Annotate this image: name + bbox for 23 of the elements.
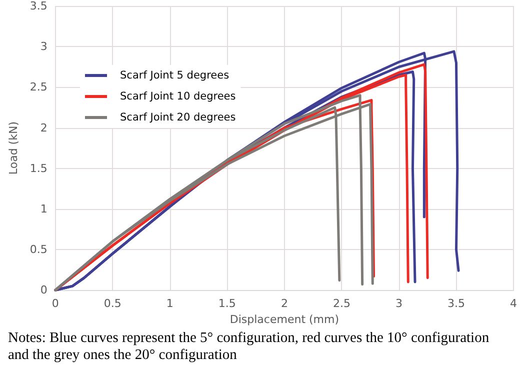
y-axis-title: Load (kN) [7, 122, 20, 175]
y-tick-label: 3 [40, 40, 48, 54]
x-tick-label: 2 [280, 297, 288, 310]
y-tick-label: 0 [40, 284, 48, 297]
legend-label: Scarf Joint 10 degrees [120, 90, 236, 102]
legend-label: Scarf Joint 5 degrees [120, 70, 230, 82]
x-tick-label: 3 [395, 297, 402, 310]
y-tick-label: 2.5 [30, 80, 48, 94]
x-axis-title: Displacement (mm) [230, 313, 340, 326]
x-tick-label: 4 [510, 297, 517, 310]
text: Notes: Blue curves represent the 5° configuration, red curves the 10° configuration and the grey ones the 20° configuration [8, 330, 490, 364]
y-tick-label: 2 [40, 121, 48, 134]
x-tick-label: 1.5 [218, 297, 236, 310]
x-tick-label: 1 [166, 297, 174, 310]
y-tick-label: 1 [40, 202, 48, 216]
x-tick-label: 2.5 [332, 297, 350, 310]
legend-label: Scarf Joint 20 degrees [120, 112, 236, 124]
x-tick-label: 0.5 [104, 297, 122, 310]
x-tick-label: 3.5 [447, 297, 465, 310]
x-tick-label: 0 [52, 297, 59, 310]
y-tick-label: 0.5 [30, 243, 48, 256]
y-tick-label: 1.5 [30, 162, 48, 175]
y-tick-label: 3.5 [30, 0, 48, 12]
